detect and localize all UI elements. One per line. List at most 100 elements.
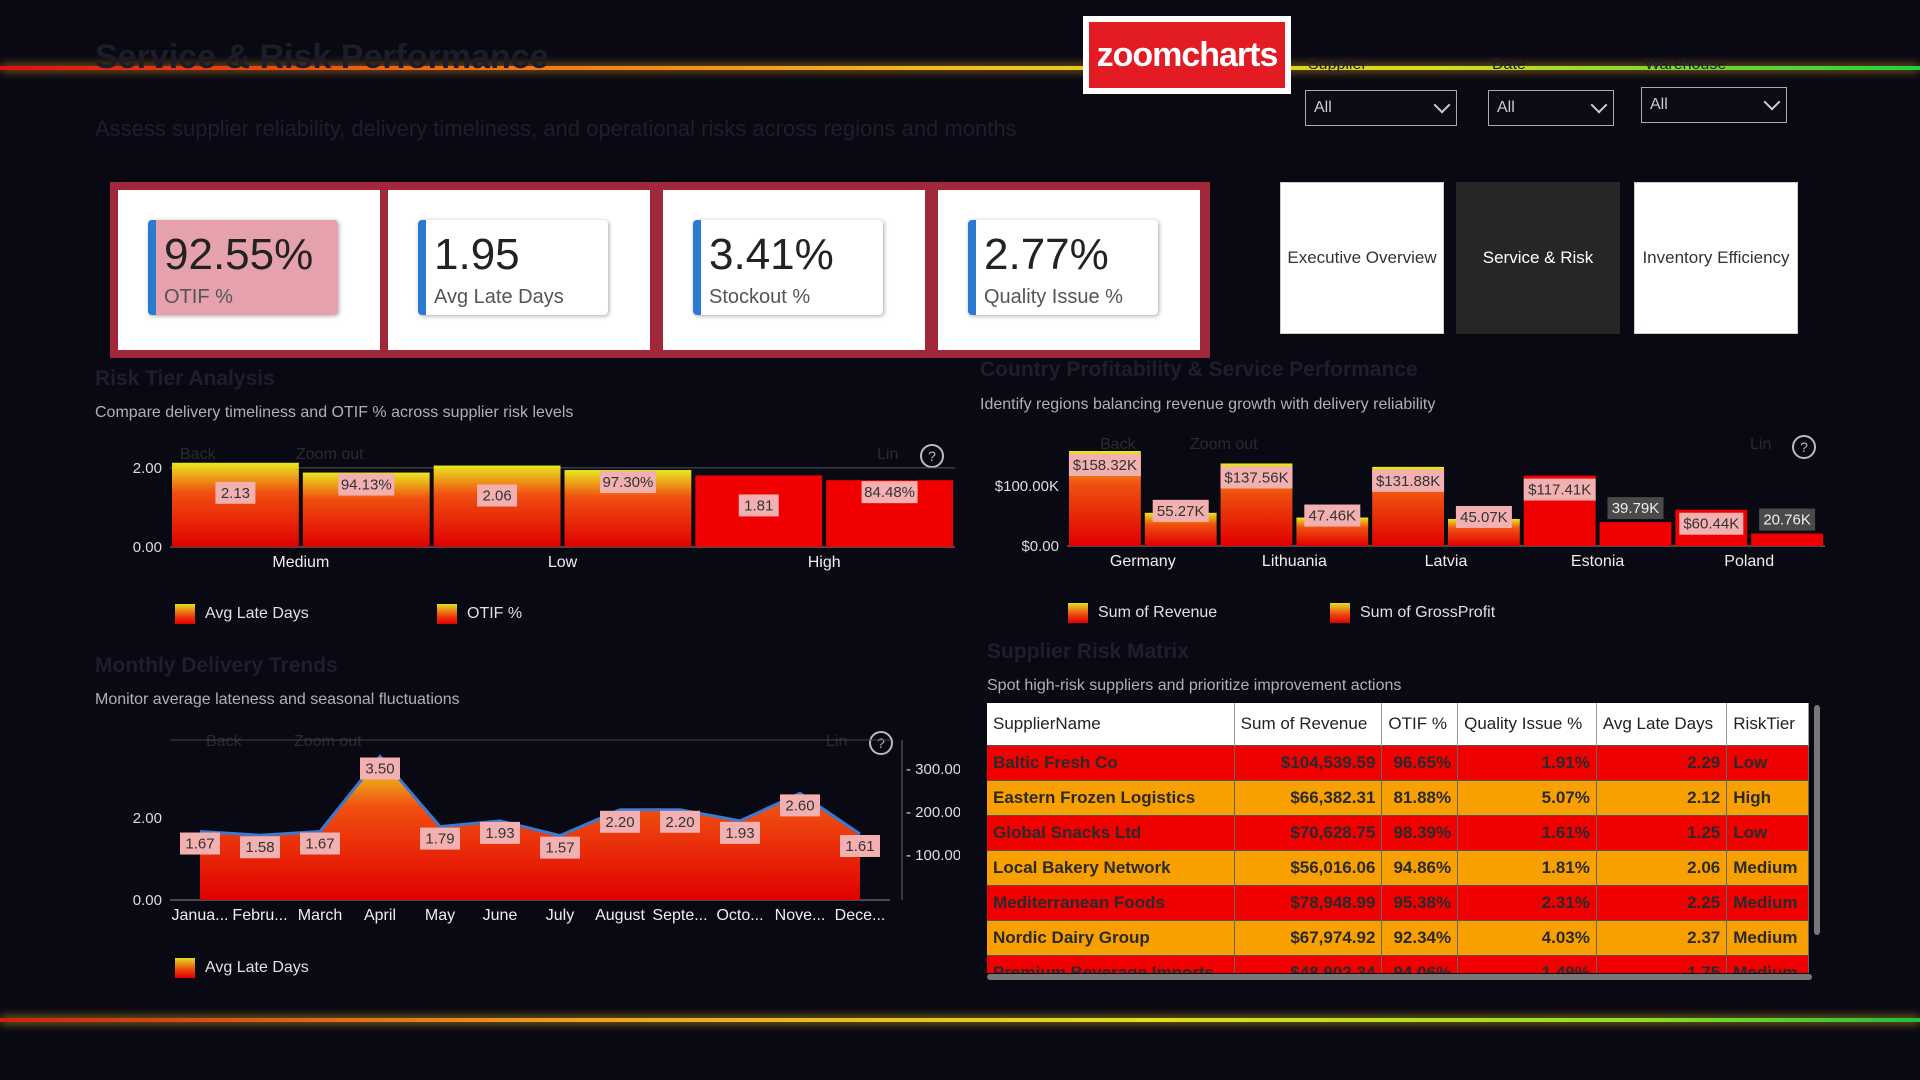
table-cell: 98.39% [1381,815,1459,851]
country-legend-item[interactable]: Sum of GrossProfit [1330,603,1495,623]
monthly-back-button[interactable]: Back [206,733,242,750]
risk-legend-item[interactable]: Avg Late Days [175,604,309,624]
data-label-bg [660,810,700,833]
data-label: 1.81 [744,497,773,514]
column-header[interactable]: Sum of Revenue [1234,703,1383,746]
country-chart: $0.00 $100.00K Germany $158.32K 55.27K Lithua… [995,451,1825,570]
table-row[interactable]: Global Snacks Ltd $70,628.75 98.39% 1.61% 1.… [987,815,1809,851]
table-row[interactable]: Mediterranean Foods $78,948.99 95.38% 2.31%… [987,885,1809,921]
data-label-bg [600,810,640,833]
risk-scale-toggle[interactable]: Lin [877,446,899,463]
data-label-bg [1304,504,1361,527]
table-cell: 1.25 [1596,815,1728,851]
top-accent-line [0,66,1920,70]
bar-avg-late-days [172,462,299,547]
table-cell: Nordic Dairy Group [987,920,1235,956]
monthly-subtitle: Monitor average lateness and seasonal fl… [95,691,460,708]
table-row[interactable]: Local Bakery Network $56,016.06 94.86% 1.81… [987,850,1809,886]
table-cell: Global Snacks Ltd [987,815,1235,851]
risk-back-button[interactable]: Back [180,446,216,463]
y-tick-label: 2.00 [133,460,162,477]
kpi-card-quality-issue: 2.77% Quality Issue % [938,190,1200,350]
table-cell: $78,948.99 [1234,885,1383,921]
x-tick-label: Latvia [1425,553,1468,570]
country-zoom-out-button[interactable]: Zoom out [1190,436,1258,453]
column-header[interactable]: Avg Late Days [1596,703,1728,746]
help-icon[interactable]: ? [869,731,893,755]
table-cell: $104,539.59 [1234,745,1383,781]
table-horizontal-scrollbar[interactable] [987,974,1812,980]
table-cell: Baltic Fresh Co [987,745,1235,781]
country-back-button[interactable]: Back [1100,436,1136,453]
table-row[interactable]: Premium Beverage Imports $48,902.34 94.06%… [987,955,1809,973]
data-label: $131.88K [1376,473,1440,490]
table-vertical-scrollbar[interactable] [1814,705,1820,935]
kpi-value: 92.55% [164,230,314,279]
country-legend-item[interactable]: Sum of Revenue [1068,603,1217,623]
data-label-bg [477,484,518,507]
monthly-scale-toggle[interactable]: Lin [826,733,848,750]
risk-zoom-out-button[interactable]: Zoom out [296,446,364,463]
table-cell: $48,902.34 [1234,955,1383,973]
column-header[interactable]: OTIF % [1381,703,1459,746]
data-label-bg [1220,466,1293,489]
data-label-bg [480,821,520,844]
supplier-filter[interactable]: All [1305,90,1457,126]
table-cell: 2.37 [1596,920,1728,956]
data-label-bg [720,821,760,844]
table-cell: $66,382.31 [1234,780,1383,816]
risk-tier-chart: 0.00 2.00 Medium 2.13 94.13% Low 2.06 97.30% Hig… [133,460,955,571]
monthly-zoom-out-button[interactable]: Zoom out [294,733,362,750]
data-label: 2.60 [785,797,814,814]
data-label: 84.48% [864,484,915,501]
data-label-bg [420,827,460,850]
data-label: $158.32K [1073,457,1137,474]
page-title: Service & Risk Performance [95,38,549,76]
help-icon[interactable]: ? [920,444,944,468]
table-cell: Low [1726,745,1809,781]
x-tick-label: Septe... [652,907,707,924]
warehouse-filter[interactable]: All [1641,87,1787,123]
x-tick-label: Febru... [232,907,287,924]
chevron-down-icon [1433,96,1451,114]
country-title: Country Profitability & Service Performa… [980,358,1418,381]
risk-legend-item[interactable]: OTIF % [437,604,522,624]
y-tick-label: $0.00 [1021,538,1059,555]
kpi-card-otif: 92.55% OTIF % [118,190,380,350]
data-label-bg [1607,497,1664,520]
column-header[interactable]: RiskTier [1726,703,1809,746]
nav-service-risk[interactable]: Service & Risk [1456,182,1620,334]
kpi-value: 1.95 [434,230,520,279]
x-tick-label: Nove... [775,907,826,924]
help-icon[interactable]: ? [1792,435,1816,459]
data-label-bg [738,494,779,517]
table-cell: High [1726,780,1809,816]
column-header[interactable]: SupplierName [987,703,1235,746]
table-row[interactable]: Nordic Dairy Group $67,974.92 92.34% 4.03% 2… [987,920,1809,956]
data-label-bg [1455,505,1512,528]
table-cell: 94.06% [1381,955,1459,973]
table-row[interactable]: Baltic Fresh Co $104,539.59 96.65% 1.91% 2.2… [987,745,1809,781]
table-cell: $70,628.75 [1234,815,1383,851]
x-tick-label: Germany [1110,553,1176,570]
data-label-bg [540,836,580,859]
x-tick-label: Octo... [716,907,763,924]
table-cell: 5.07% [1457,780,1597,816]
table-row[interactable]: Eastern Frozen Logistics $66,382.31 81.88%… [987,780,1809,816]
column-header[interactable]: Quality Issue % [1457,703,1597,746]
table-cell: 4.03% [1457,920,1597,956]
kpi-card-avg-late-days: 1.95 Avg Late Days [388,190,650,350]
monthly-title: Monthly Delivery Trends [95,654,338,677]
data-label: 94.13% [341,477,392,494]
table-cell: 2.31% [1457,885,1597,921]
country-scale-toggle[interactable]: Lin [1750,436,1772,453]
kpi-value: 2.77% [984,230,1109,279]
kpi-label: Stockout % [709,286,811,308]
table-cell: 2.12 [1596,780,1728,816]
nav-inventory-efficiency[interactable]: Inventory Efficiency [1634,182,1798,334]
nav-executive-overview[interactable]: Executive Overview [1280,182,1444,334]
data-label-bg [180,832,220,855]
line-avg-late-days [199,754,861,838]
monthly-legend-item[interactable]: Avg Late Days [175,958,309,978]
date-filter[interactable]: All [1488,90,1614,126]
